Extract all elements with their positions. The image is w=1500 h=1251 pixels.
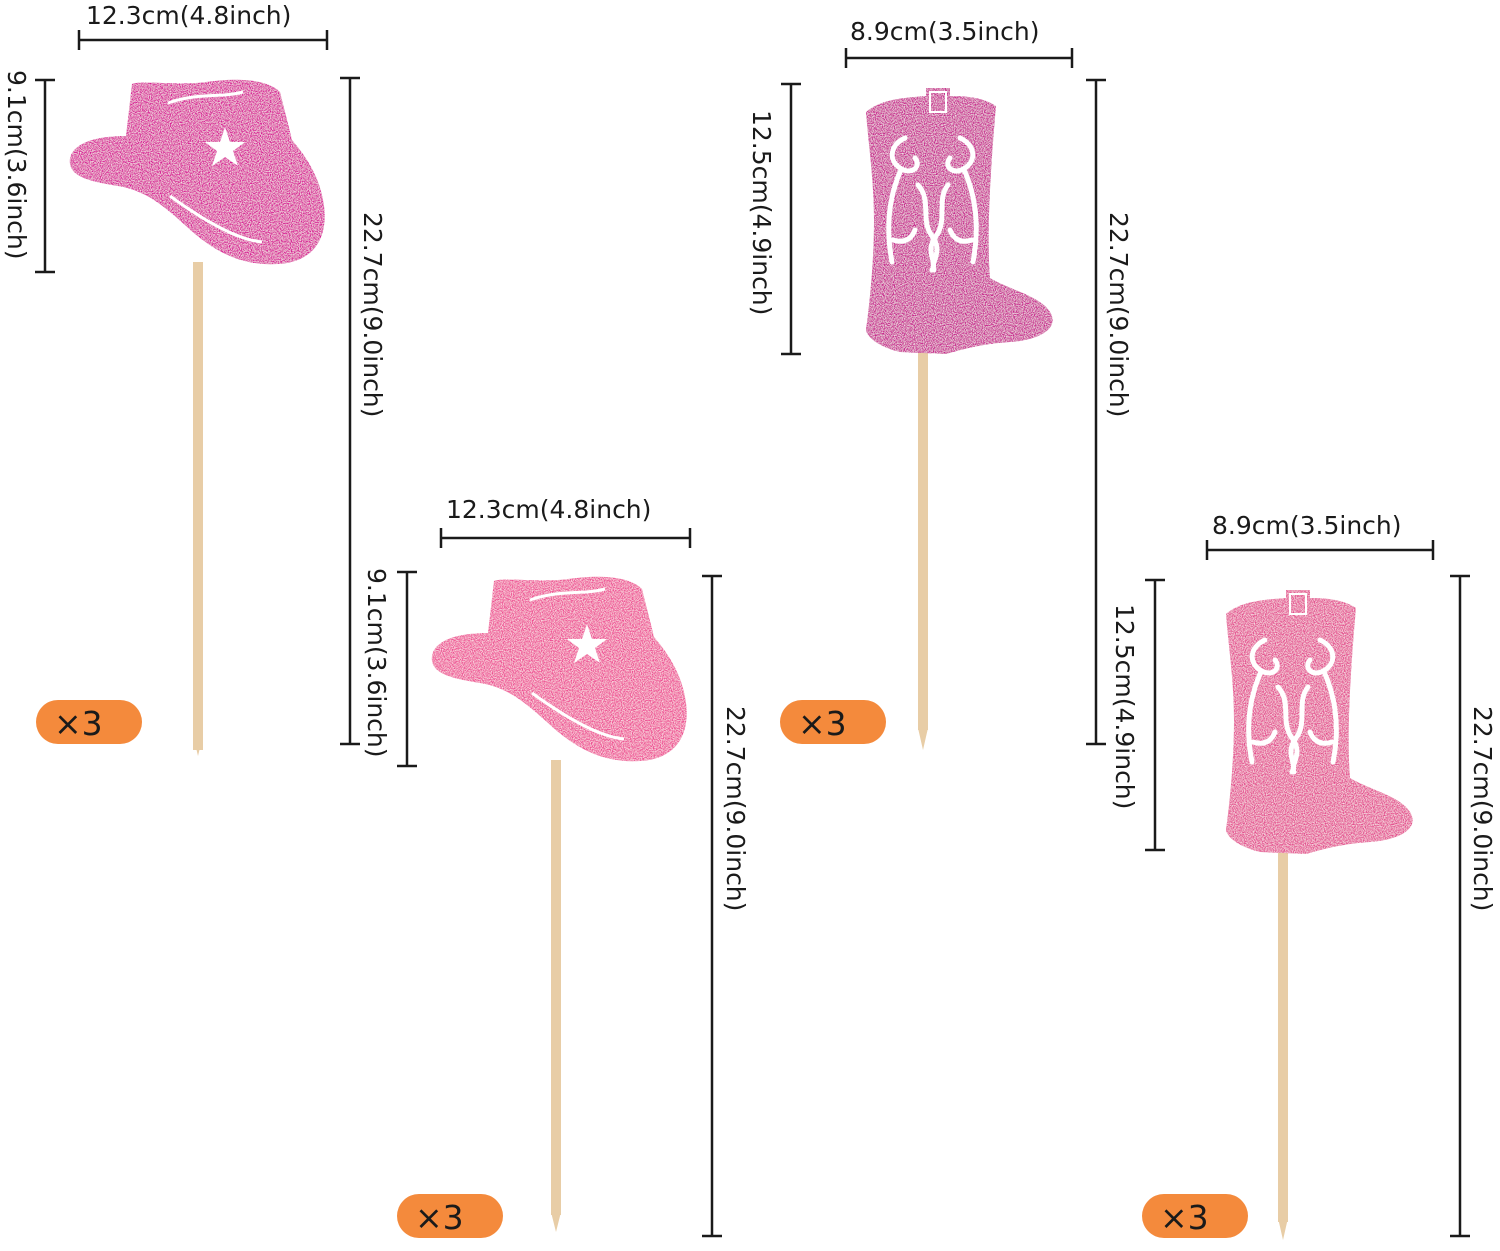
stick-tip: [1278, 1218, 1288, 1240]
topper4-quantity-badge: ×3: [1142, 1194, 1248, 1238]
topper1-quantity-label: ×3: [54, 704, 103, 743]
topper3-height-label: 12.5cm(4.9inch): [747, 110, 776, 315]
sheriff-star-icon: [567, 624, 607, 663]
topper4-height-dimension: 12.5cm(4.9inch): [1110, 578, 1165, 852]
cowboy-hat-icon: [431, 576, 687, 762]
topper2-quantity-badge: ×3: [397, 1194, 503, 1238]
topper1-width-dimension: 12.3cm(4.8inch): [77, 1, 329, 50]
boot-scrollwork: [1246, 637, 1339, 775]
topper2-height-dimension: 9.1cm(3.6inch): [362, 568, 417, 768]
topper4-height-label: 12.5cm(4.9inch): [1110, 604, 1139, 809]
cowboy-hat-icon: [69, 79, 325, 265]
topper2-total-label: 22.7cm(9.0inch): [721, 706, 750, 911]
topper-hat-magenta: [69, 79, 325, 756]
topper1-quantity-badge: ×3: [36, 700, 142, 744]
topper2-quantity-label: ×3: [415, 1198, 464, 1237]
hat-crease: [167, 90, 244, 105]
topper3-total-dimension: 22.7cm(9.0inch): [1086, 78, 1133, 746]
topper2-height-label: 9.1cm(3.6inch): [362, 568, 391, 758]
topper4-total-label: 22.7cm(9.0inch): [1468, 706, 1497, 911]
topper3-total-label: 22.7cm(9.0inch): [1104, 212, 1133, 417]
topper1-height-dimension: 9.1cm(3.6inch): [2, 70, 55, 274]
topper4-width-dimension: 8.9cm(3.5inch): [1205, 511, 1435, 560]
stick-tip: [551, 1212, 561, 1232]
toothpick-stick: [551, 760, 561, 1215]
topper-boot-magenta: [866, 88, 1053, 750]
topper4-quantity-label: ×3: [1160, 1198, 1209, 1237]
topper2-width-dimension: 12.3cm(4.8inch): [439, 495, 692, 548]
topper1-width-label: 12.3cm(4.8inch): [86, 1, 291, 30]
topper3-quantity-label: ×3: [798, 704, 847, 743]
topper1-total-label: 22.7cm(9.0inch): [358, 212, 387, 417]
topper3-quantity-badge: ×3: [780, 700, 886, 744]
toothpick-stick: [193, 262, 203, 750]
cowboy-boot-icon: [866, 88, 1053, 354]
stick-tip: [193, 735, 203, 756]
hat-crease: [529, 587, 606, 602]
topper4-total-dimension: 22.7cm(9.0inch): [1450, 574, 1497, 1238]
hat-band: [531, 691, 625, 741]
stick-tip: [918, 728, 928, 750]
boot-pull-tab: [1289, 593, 1307, 615]
topper2-width-label: 12.3cm(4.8inch): [446, 495, 651, 524]
topper3-width-dimension: 8.9cm(3.5inch): [844, 17, 1074, 68]
hat-band: [169, 194, 263, 244]
boot-pull-tab: [929, 91, 947, 113]
topper-hat-pink: [431, 576, 687, 1232]
cowboy-boot-icon: [1226, 590, 1413, 854]
topper1-total-dimension: 22.7cm(9.0inch): [340, 76, 387, 746]
topper4-width-label: 8.9cm(3.5inch): [1212, 511, 1402, 540]
sheriff-star-icon: [205, 127, 245, 166]
topper1-height-label: 9.1cm(3.6inch): [2, 70, 31, 260]
topper-boot-pink: [1226, 590, 1413, 1240]
toothpick-stick: [1278, 852, 1288, 1222]
topper3-width-label: 8.9cm(3.5inch): [850, 17, 1040, 46]
toothpick-stick: [918, 352, 928, 730]
boot-scrollwork: [886, 135, 979, 273]
topper3-height-dimension: 12.5cm(4.9inch): [747, 82, 801, 356]
topper2-total-dimension: 22.7cm(9.0inch): [702, 574, 750, 1238]
